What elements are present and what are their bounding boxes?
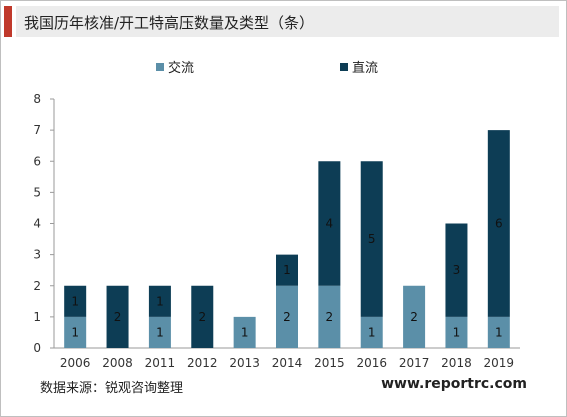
x-tick-label: 2008 bbox=[102, 356, 133, 370]
legend-swatch bbox=[156, 63, 164, 71]
y-tick-label: 5 bbox=[33, 185, 41, 199]
x-tick-label: 2019 bbox=[484, 356, 515, 370]
x-tick-label: 2014 bbox=[272, 356, 303, 370]
y-tick-label: 7 bbox=[33, 123, 41, 137]
bar-data-label: 1 bbox=[71, 294, 79, 308]
bar-segment-ac bbox=[403, 285, 426, 348]
y-tick-label: 6 bbox=[33, 154, 41, 168]
bar-data-label: 2 bbox=[410, 310, 418, 324]
bar-segment-dc bbox=[191, 285, 214, 348]
x-tick-label: 2006 bbox=[60, 356, 91, 370]
y-tick-label: 1 bbox=[33, 310, 41, 324]
bar-data-label: 5 bbox=[368, 232, 376, 246]
bar-data-label: 1 bbox=[368, 325, 376, 339]
title-accent-bar bbox=[4, 6, 12, 37]
bar-data-label: 3 bbox=[453, 263, 461, 277]
bar-segment-ac bbox=[276, 285, 298, 348]
bar-data-label: 2 bbox=[114, 310, 122, 324]
bar-data-label: 1 bbox=[71, 325, 79, 339]
legend-label: 交流 bbox=[168, 60, 194, 76]
bar-segment-ac bbox=[360, 316, 383, 348]
bar-segment-ac bbox=[445, 316, 468, 348]
bar-data-label: 2 bbox=[198, 310, 206, 324]
bar-segment-dc bbox=[445, 223, 468, 317]
bar-segment-ac bbox=[64, 316, 87, 348]
bar-segment-dc bbox=[318, 161, 341, 286]
y-tick-label: 8 bbox=[33, 92, 41, 106]
data-source-note: 数据来源：锐观咨询整理 bbox=[40, 381, 184, 396]
x-tick-label: 2017 bbox=[399, 356, 430, 370]
bar-data-label: 1 bbox=[495, 325, 503, 339]
bar-data-label: 4 bbox=[326, 217, 334, 231]
bar-segment-dc bbox=[276, 254, 298, 286]
bar-data-label: 1 bbox=[156, 325, 164, 339]
bar-segment-ac bbox=[318, 285, 341, 348]
legend-label: 直流 bbox=[352, 61, 378, 76]
x-tick-label: 2012 bbox=[187, 356, 218, 370]
bar-segment-dc bbox=[106, 285, 129, 348]
bar-segment-ac bbox=[148, 316, 171, 348]
bar-segment-dc bbox=[487, 130, 510, 317]
legend-swatch bbox=[340, 63, 348, 71]
bar-segment-dc bbox=[64, 285, 87, 317]
bar-data-label: 1 bbox=[241, 325, 249, 339]
bar-segment-ac bbox=[233, 316, 256, 348]
x-tick-label: 2016 bbox=[356, 356, 387, 370]
x-tick-label: 2011 bbox=[145, 356, 176, 370]
bar-data-label: 1 bbox=[453, 325, 461, 339]
title-strip bbox=[16, 6, 559, 37]
y-tick-label: 4 bbox=[33, 217, 41, 231]
bar-data-label: 1 bbox=[283, 263, 291, 277]
website-label: www.reportrc.com bbox=[381, 376, 527, 392]
bar-data-label: 6 bbox=[495, 217, 503, 231]
x-tick-label: 2015 bbox=[314, 356, 345, 370]
x-tick-label: 2018 bbox=[441, 356, 472, 370]
bar-segment-dc bbox=[360, 161, 383, 317]
y-tick-label: 3 bbox=[33, 248, 41, 262]
bar-data-label: 2 bbox=[283, 310, 291, 324]
y-tick-label: 2 bbox=[33, 279, 41, 293]
bar-data-label: 1 bbox=[156, 294, 164, 308]
bar-segment-dc bbox=[148, 285, 171, 317]
chart-title: 我国历年核准/开工特高压数量及类型（条） bbox=[24, 14, 315, 32]
x-tick-label: 2013 bbox=[229, 356, 260, 370]
y-tick-label: 0 bbox=[33, 341, 41, 355]
bar-segment-ac bbox=[487, 316, 510, 348]
bar-data-label: 2 bbox=[326, 310, 334, 324]
